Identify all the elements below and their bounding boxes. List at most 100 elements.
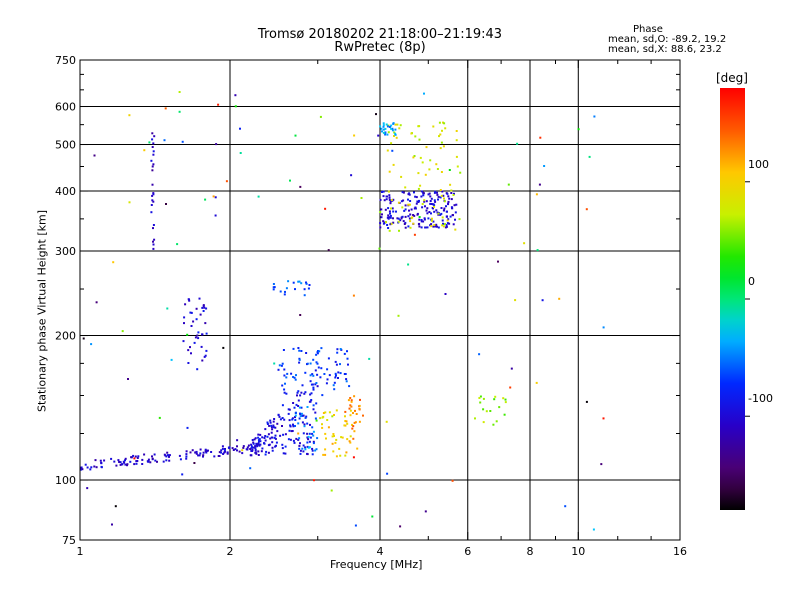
data-point [299,185,302,188]
data-point [404,221,407,224]
data-point [258,438,261,441]
data-point [299,394,302,397]
data-point [283,293,286,296]
data-point [185,455,188,458]
data-point [133,463,136,466]
data-point [311,449,314,452]
data-point [381,130,383,133]
data-point [331,415,334,418]
data-point [150,211,153,214]
data-point [152,227,154,230]
data-point [397,220,400,223]
data-point [498,406,501,409]
data-point [289,424,292,427]
data-point [307,446,310,449]
data-point [592,528,595,531]
data-point [334,372,337,375]
data-point [304,416,307,419]
data-point [339,372,342,375]
data-point [413,214,416,217]
data-point [278,364,281,367]
data-point [514,299,517,302]
data-point [151,199,154,202]
data-point [166,307,169,310]
data-point [343,424,346,427]
data-point [339,363,341,366]
data-point [337,371,340,374]
data-point [151,146,154,148]
data-point [312,374,315,377]
data-point [306,362,309,365]
data-point [482,408,485,411]
data-point [427,217,430,220]
data-point [349,441,352,444]
data-point [326,419,329,421]
data-point [205,332,208,335]
y-tick-label: 600 [55,101,76,114]
data-point [214,196,217,199]
data-point [312,386,315,389]
data-point [118,460,121,463]
data-point [454,211,457,214]
data-point [194,336,197,339]
data-point [432,225,435,228]
data-point [439,147,442,150]
data-point [443,197,445,200]
data-point [205,307,208,310]
data-point [356,447,359,450]
data-point [268,443,271,446]
data-point [266,421,269,424]
data-point [423,218,426,221]
data-point [195,318,198,321]
data-point [349,397,352,399]
data-point [257,442,260,445]
data-point [440,171,443,173]
data-point [304,391,307,394]
data-point [150,204,153,206]
data-point [350,400,353,403]
data-point [315,419,318,422]
data-point [443,200,446,203]
data-point [184,303,187,306]
data-point [283,418,286,421]
data-point [272,288,275,291]
data-point [278,415,281,418]
data-point [220,449,223,452]
data-point [305,281,307,284]
data-point [218,455,221,457]
data-point [303,425,306,428]
data-point [482,421,485,424]
data-point [314,449,317,452]
data-point [297,280,300,283]
data-point [309,374,312,377]
data-point [382,195,385,198]
colorbar-tick-label: -100 [748,392,773,405]
data-point [382,220,385,223]
data-point [401,215,404,218]
data-point [206,449,208,452]
data-point [418,138,421,141]
data-point [396,123,399,126]
data-point [202,455,204,458]
data-point [152,224,155,226]
y-tick-label: 200 [55,330,76,343]
data-point [390,127,393,130]
data-point [308,440,311,443]
data-point [434,190,437,193]
data-point [232,449,235,451]
data-point [297,432,300,435]
data-point [292,376,295,378]
data-point [308,284,311,286]
data-point [183,316,186,319]
data-point [386,133,389,136]
data-point [360,197,363,199]
data-point [298,417,301,420]
data-point [350,405,353,408]
data-point [349,435,352,438]
data-point [403,209,406,212]
data-point [493,398,496,401]
data-point [418,225,421,228]
data-point [217,103,220,106]
data-point [252,446,255,449]
data-point [380,127,383,130]
